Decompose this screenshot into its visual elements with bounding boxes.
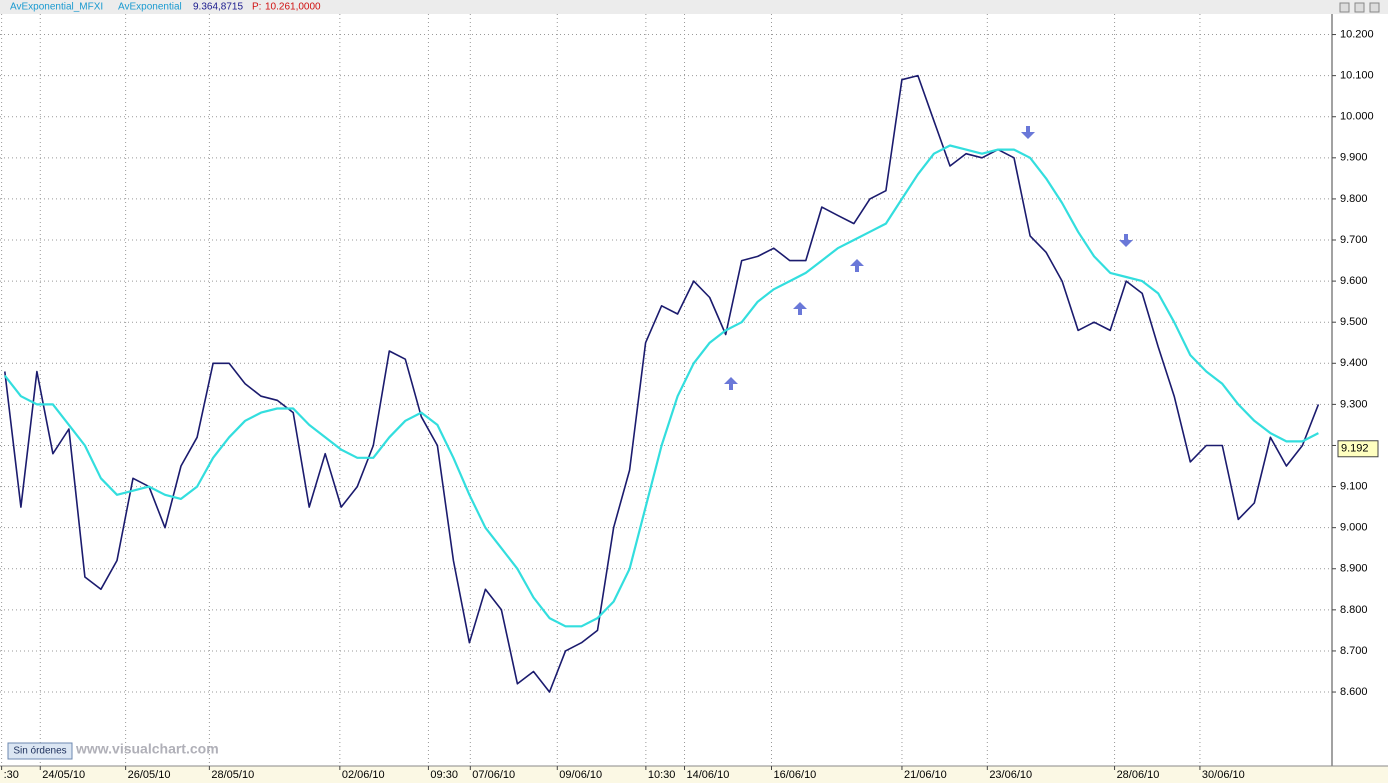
study-name: AvExponential [118,2,182,13]
restore-button[interactable] [1354,2,1365,13]
x-tick-label: 28/05/10 [211,769,254,781]
x-tick-label: 23/06/10 [989,769,1032,781]
last-price-label: 9.192 [1341,443,1369,455]
x-tick-label: 24/05/10 [42,769,85,781]
y-tick-label: 9.000 [1340,522,1368,534]
header-bar [0,0,1388,14]
price-line [4,74,1320,693]
x-tick-label: 02/06/10 [342,769,385,781]
x-tick-label: 21/06/10 [904,769,947,781]
brand: www.visualchart.com [75,741,219,757]
orders-button[interactable] [7,742,73,760]
y-tick-label: 9.700 [1340,234,1368,246]
y-tick-label: 9.800 [1340,193,1368,205]
x-tick-label: 07/06/10 [472,769,515,781]
y-tick-label: 9.400 [1340,357,1368,369]
y-tick-label: 9.900 [1340,152,1368,164]
indicator-name: AvExponential_MFXI [10,2,103,13]
x-tick-label: 09:30 [430,769,458,781]
x-tick-label: 16/06/10 [773,769,816,781]
y-tick-label: 8.700 [1340,645,1368,657]
buy-arrow [724,377,738,390]
study-value: 9.364,8715 [193,2,243,13]
y-tick-label: 8.800 [1340,604,1368,616]
x-tick-label: 10:30 [648,769,676,781]
y-tick-label: 9.600 [1340,275,1368,287]
x-tick-label: 28/06/10 [1117,769,1160,781]
ema-line [3,144,1319,628]
window-buttons [1339,2,1380,13]
buy-arrow [793,302,807,315]
price-value: 10.261,0000 [265,2,321,13]
y-tick-label: 10.200 [1340,28,1374,40]
y-tick-label: 9.500 [1340,316,1368,328]
x-tick-label: 09/06/10 [559,769,602,781]
close-button[interactable] [1369,2,1380,13]
y-tick-label: 9.100 [1340,480,1368,492]
minimize-button[interactable] [1339,2,1350,13]
sell-arrow [1021,126,1035,139]
x-tick-label: 26/05/10 [128,769,171,781]
buy-arrow [850,259,864,272]
x-tick-label: 14/06/10 [687,769,730,781]
y-tick-label: 9.300 [1340,398,1368,410]
orders-button-label: Sin órdenes [13,746,66,757]
last-price-box [1337,440,1379,458]
sell-arrow [1119,234,1133,247]
plot [3,74,1320,693]
x-tick-label: :30 [4,769,19,781]
price-prefix: P: [252,2,261,13]
y-tick-label: 8.600 [1340,686,1368,698]
signals [724,126,1133,390]
y-tick-label: 8.900 [1340,563,1368,575]
y-tick-label: 10.100 [1340,70,1374,82]
x-tick-label: 30/06/10 [1202,769,1245,781]
y-tick-label: 10.000 [1340,111,1374,123]
date-bar [0,766,1388,783]
